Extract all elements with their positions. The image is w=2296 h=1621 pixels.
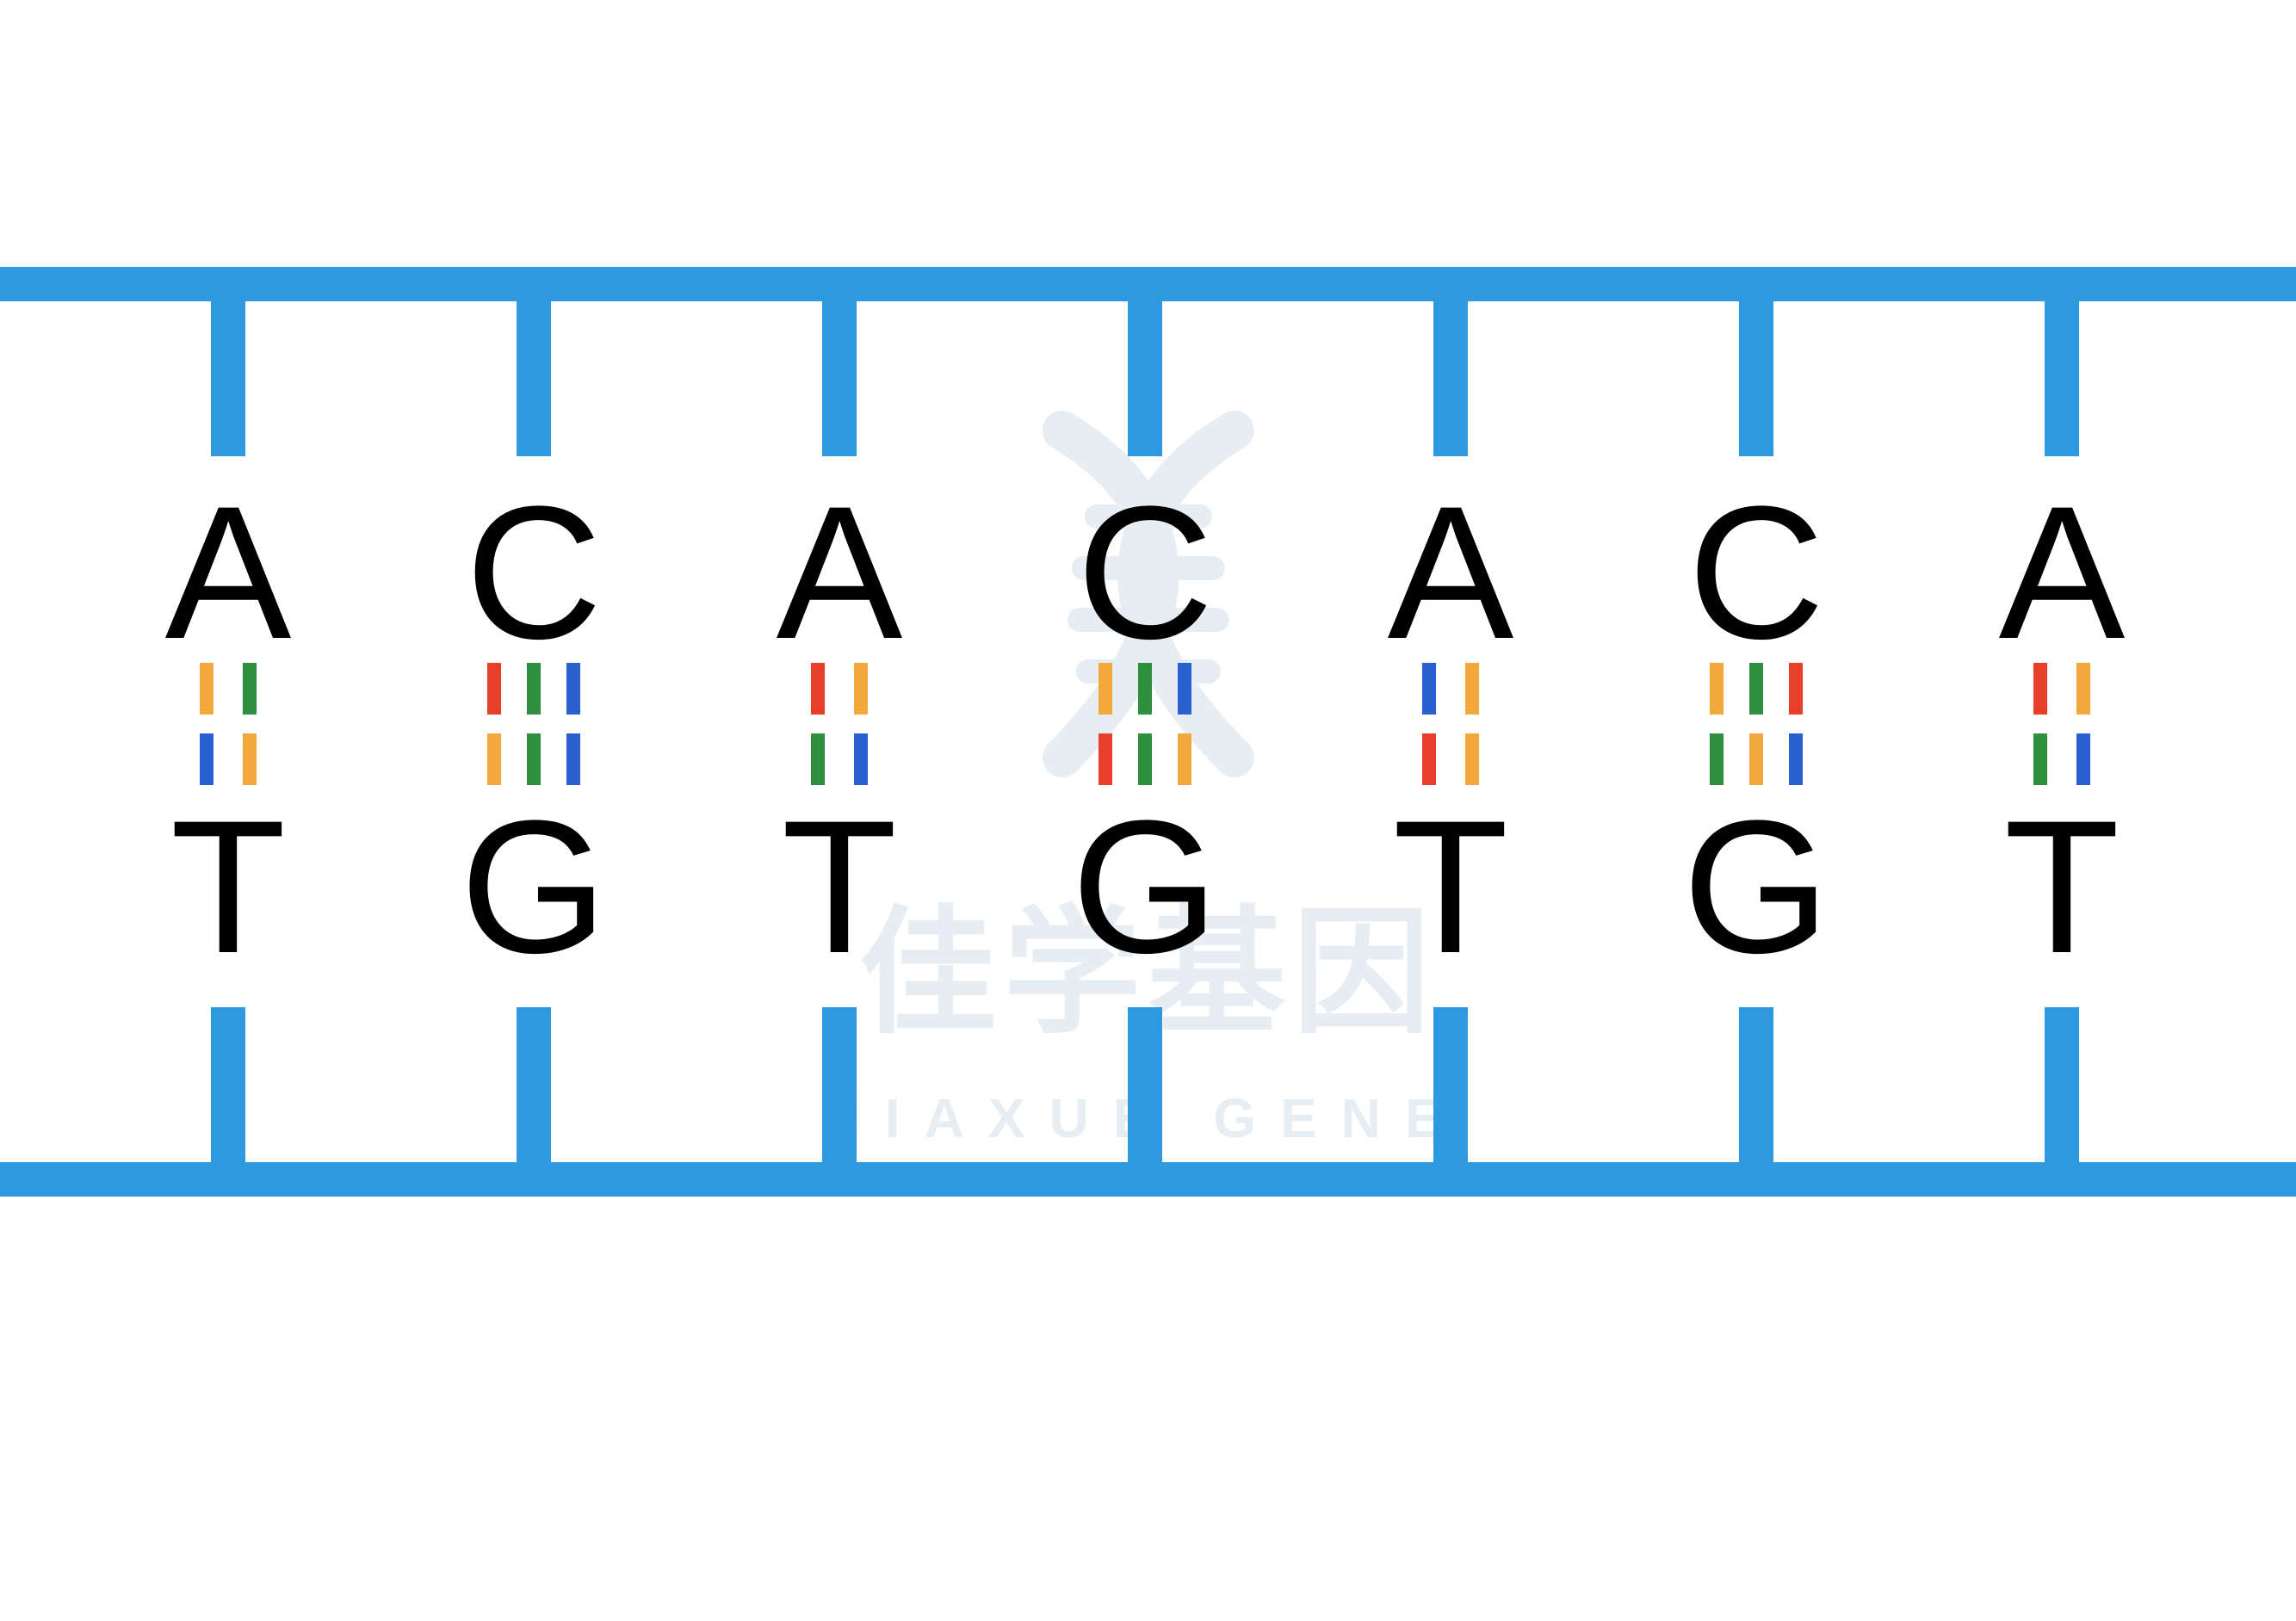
- hbond-bar-top: [1465, 663, 1479, 715]
- base-bottom: G: [1071, 792, 1218, 981]
- hbond-bar-bottom: [1789, 733, 1803, 785]
- hbond-bar-bottom: [811, 733, 825, 785]
- hbond-bar-bottom: [243, 733, 257, 785]
- backbone-stem-top: [1128, 284, 1162, 456]
- backbone-stem-top: [1433, 284, 1468, 456]
- hbond-bar-bottom: [487, 733, 501, 785]
- base-top: A: [777, 478, 903, 667]
- hbond-bar-bottom: [1422, 733, 1436, 785]
- backbone-stem-bottom: [1433, 1007, 1468, 1179]
- base-top: A: [1999, 478, 2126, 667]
- backbone-stem-bottom: [822, 1007, 857, 1179]
- base-bottom: T: [170, 792, 286, 981]
- hbond-bar-top: [1749, 663, 1763, 715]
- hbond-bar-top: [243, 663, 257, 715]
- backbone-stem-bottom: [517, 1007, 551, 1179]
- backbone-stem-top: [517, 284, 551, 456]
- base-top: A: [1388, 478, 1514, 667]
- hbond-bar-bottom: [2076, 733, 2090, 785]
- hbond-bar-bottom: [1178, 733, 1191, 785]
- backbone-stem-bottom: [2045, 1007, 2079, 1179]
- hbond-bar-top: [200, 663, 214, 715]
- backbone-stem-top: [1739, 284, 1773, 456]
- hbond-bar-bottom: [1465, 733, 1479, 785]
- base-top: C: [466, 478, 603, 667]
- hbond-bar-top: [1710, 663, 1724, 715]
- hbond-bar-bottom: [527, 733, 541, 785]
- base-top: A: [165, 478, 292, 667]
- hbond-bar-top: [1422, 663, 1436, 715]
- hbond-bar-bottom: [566, 733, 580, 785]
- backbone-stem-top: [2045, 284, 2079, 456]
- base-bottom: T: [2004, 792, 2120, 981]
- hbond-bar-top: [566, 663, 580, 715]
- hbond-bar-top: [487, 663, 501, 715]
- hbond-bar-top: [527, 663, 541, 715]
- backbone-stem-top: [822, 284, 857, 456]
- hbond-bar-top: [1178, 663, 1191, 715]
- hbond-bar-top: [1789, 663, 1803, 715]
- hbond-bar-bottom: [2033, 733, 2047, 785]
- hbond-bar-bottom: [200, 733, 214, 785]
- base-top: C: [1688, 478, 1825, 667]
- hbond-bar-bottom: [854, 733, 868, 785]
- hbond-bar-top: [1098, 663, 1112, 715]
- hbond-bar-bottom: [1710, 733, 1724, 785]
- hbond-bar-top: [811, 663, 825, 715]
- backbone-stem-bottom: [211, 1007, 245, 1179]
- base-top: C: [1077, 478, 1214, 667]
- hbond-bar-bottom: [1749, 733, 1763, 785]
- base-bottom: G: [460, 792, 607, 981]
- hbond-bar-bottom: [1098, 733, 1112, 785]
- backbone-stem-bottom: [1128, 1007, 1162, 1179]
- dna-diagram: 佳学基因 JIAXUE GENE ATCGATCGATCGAT: [0, 0, 2296, 1621]
- backbone-stem-top: [211, 284, 245, 456]
- base-bottom: G: [1682, 792, 1829, 981]
- hbond-bar-top: [2076, 663, 2090, 715]
- hbond-bar-bottom: [1138, 733, 1152, 785]
- base-bottom: T: [782, 792, 897, 981]
- base-bottom: T: [1393, 792, 1508, 981]
- hbond-bar-top: [2033, 663, 2047, 715]
- backbone-stem-bottom: [1739, 1007, 1773, 1179]
- hbond-bar-top: [1138, 663, 1152, 715]
- hbond-bar-top: [854, 663, 868, 715]
